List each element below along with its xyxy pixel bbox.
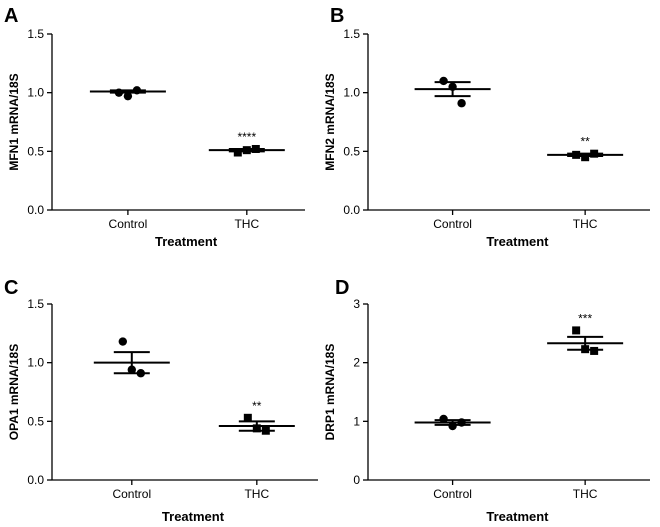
panel-letter: A — [4, 5, 18, 27]
data-point-control — [127, 365, 136, 374]
y-axis-title: MFN2 mRNA/18S — [323, 73, 337, 170]
data-point-control — [132, 86, 142, 95]
y-tick-label: 1.5 — [343, 27, 360, 41]
x-tick-label: THC — [573, 487, 598, 501]
x-tick-label: THC — [234, 217, 259, 231]
significance-label: ** — [580, 135, 590, 149]
data-point-control — [457, 418, 466, 427]
x-axis-title: Treatment — [486, 234, 549, 249]
data-point-thc — [252, 424, 261, 433]
y-tick-label: 3 — [353, 297, 360, 311]
y-axis-title: OPA1 mRNA/18S — [7, 344, 21, 440]
x-tick-label: Control — [109, 217, 148, 231]
data-point-control — [118, 337, 128, 346]
panel-letter: B — [330, 5, 344, 27]
data-point-thc — [572, 150, 581, 159]
data-point-control — [448, 82, 457, 92]
data-point-thc — [590, 346, 599, 355]
data-point-thc — [251, 144, 260, 153]
data-point-control — [448, 421, 457, 431]
y-tick-label: 0.0 — [27, 473, 44, 487]
x-tick-label: Control — [433, 217, 472, 231]
y-tick-label: 1.0 — [27, 356, 44, 370]
panel-c: C 0.0 0.5 1.0 1.5 Control THC Treatment OPA1 mRN… — [4, 277, 318, 524]
y-tick-label: 0.0 — [343, 203, 360, 217]
y-tick-label: 2 — [353, 356, 360, 370]
panel-b: B 0.0 0.5 1.0 1.5 Control THC Treatment MFN2 mRN… — [323, 5, 650, 249]
x-tick-label: Control — [112, 487, 151, 501]
significance-label: **** — [237, 130, 256, 144]
y-tick-label: 0.5 — [27, 414, 44, 428]
data-point-thc — [581, 153, 590, 162]
y-axis-title: MFN1 mRNA/18S — [7, 73, 21, 170]
data-point-thc — [233, 148, 242, 157]
data-point-control — [123, 91, 133, 101]
x-tick-label: THC — [573, 217, 598, 231]
x-tick-label: THC — [244, 487, 269, 501]
data-point-control — [439, 76, 448, 86]
y-tick-label: 0.5 — [343, 144, 360, 158]
y-tick-label: 1.0 — [343, 86, 360, 100]
data-point-control — [136, 369, 145, 378]
panel-d: D 0 1 2 3 Control THC Treatment DRP1 mRNA/18S *** — [323, 277, 650, 524]
data-point-thc — [581, 345, 590, 354]
y-tick-label: 1.0 — [27, 86, 44, 100]
data-point-thc — [590, 149, 599, 158]
y-tick-label: 0.0 — [27, 203, 44, 217]
x-axis-title: Treatment — [162, 509, 225, 524]
significance-label: ** — [252, 399, 262, 413]
data-point-thc — [242, 146, 251, 155]
y-tick-label: 1 — [353, 414, 360, 428]
y-tick-label: 1.5 — [27, 27, 44, 41]
data-point-thc — [261, 426, 270, 435]
data-point-thc — [243, 413, 252, 422]
x-axis-title: Treatment — [486, 509, 549, 524]
x-tick-label: Control — [433, 487, 472, 501]
y-axis-title: DRP1 mRNA/18S — [323, 344, 337, 441]
significance-label: *** — [578, 311, 592, 325]
data-point-control — [439, 414, 448, 424]
data-point-control — [114, 88, 124, 97]
x-axis-title: Treatment — [155, 234, 218, 249]
data-point-control — [457, 99, 466, 108]
panel-letter: C — [4, 277, 18, 299]
y-tick-label: 1.5 — [27, 297, 44, 311]
y-tick-label: 0.5 — [27, 144, 44, 158]
data-point-thc — [572, 326, 581, 335]
panel-letter: D — [335, 277, 349, 299]
y-tick-label: 0 — [353, 473, 360, 487]
panel-a: A 0.0 0.5 1.0 1.5 Control THC Treatment MFN1 mRN… — [4, 5, 305, 249]
